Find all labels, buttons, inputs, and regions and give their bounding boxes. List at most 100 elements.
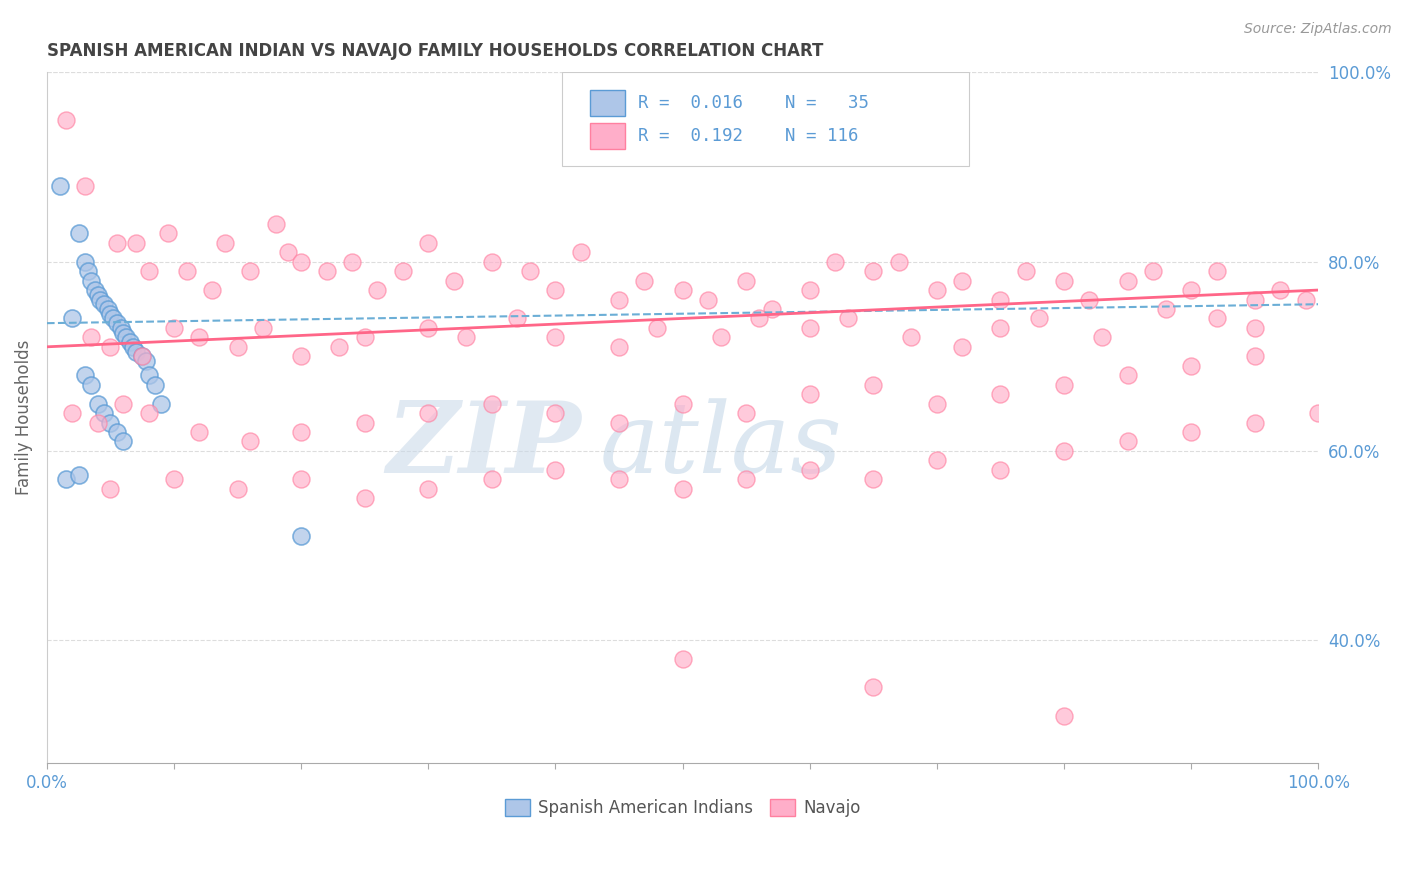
Point	[93, 406, 115, 420]
Point	[122, 340, 145, 354]
Point	[290, 472, 312, 486]
Point	[226, 340, 249, 354]
Point	[125, 344, 148, 359]
Point	[671, 482, 693, 496]
Bar	[589, 123, 626, 149]
Point	[315, 264, 337, 278]
Point	[607, 340, 630, 354]
Point	[950, 274, 973, 288]
Point	[80, 274, 103, 288]
Point	[100, 416, 122, 430]
Point	[131, 349, 153, 363]
Point	[418, 235, 440, 250]
Point	[481, 472, 503, 486]
Point	[735, 472, 758, 486]
Point	[418, 321, 440, 335]
Point	[1053, 443, 1076, 458]
Point	[80, 377, 103, 392]
Point	[110, 321, 132, 335]
Point	[290, 349, 312, 363]
Point	[239, 264, 262, 278]
Point	[862, 681, 884, 695]
Point	[1243, 349, 1265, 363]
Point	[1028, 311, 1050, 326]
Point	[112, 434, 135, 449]
Point	[163, 472, 186, 486]
Point	[799, 387, 821, 401]
Point	[1180, 283, 1202, 297]
Point	[176, 264, 198, 278]
Point	[105, 316, 128, 330]
Point	[950, 340, 973, 354]
Point	[101, 311, 124, 326]
Point	[353, 491, 375, 506]
Point	[1142, 264, 1164, 278]
Point	[900, 330, 922, 344]
Point	[607, 416, 630, 430]
Point	[544, 283, 567, 297]
Point	[633, 274, 655, 288]
Point	[226, 482, 249, 496]
Point	[1053, 274, 1076, 288]
Point	[55, 472, 77, 486]
Point	[87, 416, 110, 430]
Point	[799, 463, 821, 477]
Point	[671, 396, 693, 410]
Point	[131, 349, 153, 363]
Point	[607, 472, 630, 486]
Point	[118, 335, 141, 350]
Point	[1116, 434, 1139, 449]
Point	[138, 368, 160, 383]
Point	[60, 311, 83, 326]
Point	[1180, 425, 1202, 439]
Point	[48, 178, 70, 193]
Point	[1205, 311, 1227, 326]
Text: ZIP: ZIP	[385, 397, 581, 493]
Point	[84, 283, 107, 297]
Point	[67, 227, 90, 241]
Point	[544, 406, 567, 420]
Point	[418, 406, 440, 420]
Point	[290, 254, 312, 268]
Point	[112, 396, 135, 410]
FancyBboxPatch shape	[562, 72, 969, 166]
Point	[239, 434, 262, 449]
Point	[990, 321, 1012, 335]
Point	[353, 330, 375, 344]
Point	[990, 463, 1012, 477]
Text: SPANISH AMERICAN INDIAN VS NAVAJO FAMILY HOUSEHOLDS CORRELATION CHART: SPANISH AMERICAN INDIAN VS NAVAJO FAMILY…	[46, 42, 824, 60]
Point	[252, 321, 274, 335]
Point	[506, 311, 529, 326]
Point	[93, 297, 115, 311]
Point	[735, 406, 758, 420]
Point	[837, 311, 859, 326]
Point	[55, 112, 77, 127]
Text: atlas: atlas	[600, 398, 842, 493]
Point	[1154, 301, 1177, 316]
Point	[1053, 708, 1076, 723]
Point	[671, 283, 693, 297]
Point	[519, 264, 541, 278]
Point	[73, 254, 96, 268]
Point	[1116, 368, 1139, 383]
Point	[697, 293, 720, 307]
Text: R =  0.192    N = 116: R = 0.192 N = 116	[638, 127, 859, 145]
Point	[188, 330, 211, 344]
Point	[1015, 264, 1038, 278]
Point	[143, 377, 166, 392]
Point	[105, 425, 128, 439]
Point	[60, 406, 83, 420]
Bar	[589, 90, 626, 116]
Point	[188, 425, 211, 439]
Point	[67, 467, 90, 482]
Point	[100, 307, 122, 321]
Point	[862, 377, 884, 392]
Point	[761, 301, 783, 316]
Point	[1116, 274, 1139, 288]
Text: Source: ZipAtlas.com: Source: ZipAtlas.com	[1244, 22, 1392, 37]
Point	[89, 293, 111, 307]
Point	[114, 330, 136, 344]
Point	[862, 472, 884, 486]
Y-axis label: Family Households: Family Households	[15, 340, 32, 495]
Point	[87, 396, 110, 410]
